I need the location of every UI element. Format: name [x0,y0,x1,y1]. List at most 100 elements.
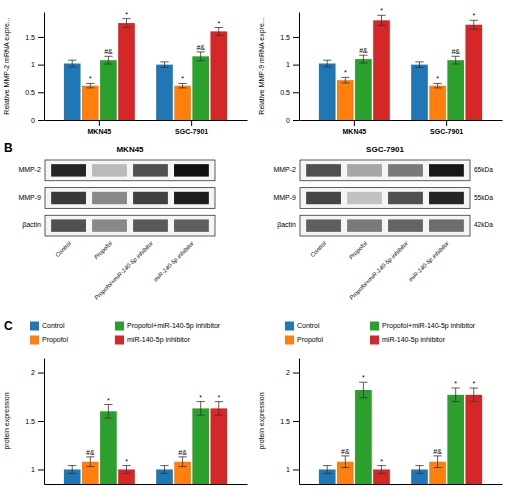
error-bar [377,15,385,25]
error-bar [86,457,94,467]
tick-mark [293,37,299,38]
tick-mark [38,65,44,66]
row-label: MMP-2 [18,166,41,173]
x-axis: MKN45 SGC-7901 [300,120,503,135]
bar [192,408,209,484]
error-bar [122,19,130,28]
legend-swatch [285,322,294,331]
plot: 00.511.5MKN45SGC-7901Relative MMP-2 mRNA… [3,11,248,135]
x-axis [300,484,503,485]
tick-mark [293,65,299,66]
legend-swatch [30,322,39,331]
marks [64,402,227,484]
tick-label: 1.5 [280,34,290,41]
chart-panel: SGC-7901MMP-265kDaMMP-955kDaβactin42kDaC… [273,145,493,301]
bar [174,86,191,120]
title: MKN45 [116,145,144,154]
tick: 1.5 [25,34,44,41]
row-label: βactin [22,221,41,229]
annotation: * [217,20,220,27]
blot-band [388,192,423,204]
bar [355,390,372,484]
bar [100,60,117,120]
annotation: * [125,458,128,465]
axis-line [299,13,300,121]
tick-mark [38,37,44,38]
error-bar [68,60,76,67]
annotations: #&#&**** [341,374,475,464]
error-bar [470,388,478,402]
axis-line [300,484,503,485]
bar [465,25,482,120]
bar [210,31,227,120]
tick: 0.5 [25,89,44,96]
axis-line [44,13,45,121]
annotation: * [472,380,475,387]
marks [319,15,482,120]
blot-band [388,219,423,231]
tick: MKN45 [342,120,366,135]
tick-label: 1 [31,61,35,68]
tick: 1 [286,61,299,68]
y-axis: 0 0.5 1 1.5 [25,13,44,124]
bar [447,395,464,484]
tick-mark [354,120,355,126]
error-bar [122,466,130,474]
row-label-right: 42kDa [474,221,493,228]
annotation: #& [86,449,95,456]
tick: MKN45 [87,120,111,135]
blot-band [347,219,382,231]
lane-label: Control [309,240,327,258]
bar [337,80,354,120]
error-bar [359,55,367,63]
annotation: * [89,75,92,82]
tick: 0 [286,117,299,124]
error-bar [104,405,112,419]
tick-label: 1.5 [25,34,35,41]
row-label: MMP-2 [273,166,296,173]
blot-row-box [300,188,470,209]
tick-label: 0 [31,117,35,124]
error-bar [215,28,223,36]
blot-band [306,219,341,231]
blot-band [133,219,168,231]
legend-swatch [115,336,124,345]
error-bar [104,56,112,64]
tick-label: 1.5 [25,418,35,425]
tick: SGC-7901 [430,120,463,135]
blot-band [92,192,127,204]
lane-label: miR-140-5p inhibitor [153,240,196,283]
plot: 11.52protein expression#&#&**** [3,359,248,485]
legend-entry: Control [297,322,320,329]
tick: 1.5 [25,418,44,425]
bar [82,86,99,120]
x-axis [45,484,248,485]
tick-label: 1.5 [280,418,290,425]
error-bar [160,62,168,68]
annotations: **#&#&** [344,7,475,82]
chart-panel: ControlPropofolPropofol+miR-140-5p inhib… [3,319,248,485]
axis-title: protein expression [258,392,266,449]
annotation: * [181,75,184,82]
blot-band [174,219,209,231]
tick-mark [446,120,447,126]
annotations: #&#&**** [86,394,220,465]
bar [447,60,464,120]
tick: 2 [286,369,299,376]
lane-label: Propofol+miR-140-5p inhibitor [348,240,409,301]
error-bar [197,402,205,416]
bar [210,408,227,484]
blot-band [92,219,127,231]
error-bar [452,56,460,64]
blot-band [429,219,464,231]
row-label-right: 65kDa [474,166,493,173]
annotation: * [472,12,475,19]
annotations: **#&#&** [89,11,220,83]
marks [319,382,482,484]
legend-swatch [370,336,379,345]
legend: ControlPropofolPropofol+miR-140-5p inhib… [30,322,221,345]
annotation: * [454,380,457,387]
blot-band [347,164,382,176]
error-bar [341,456,349,468]
tick-label: 2 [286,369,290,376]
